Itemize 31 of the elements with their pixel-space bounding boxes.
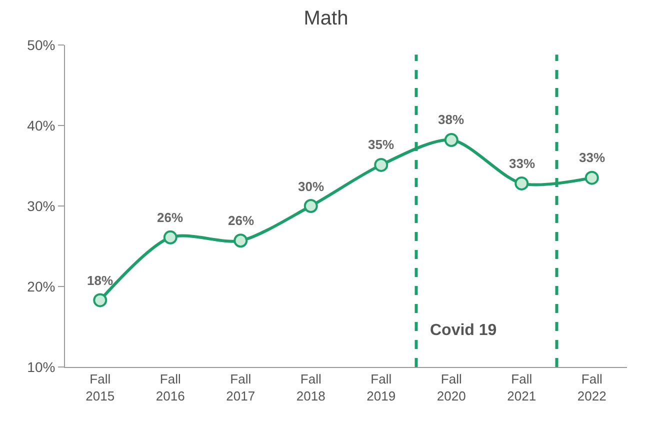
- point: [444, 132, 458, 147]
- point: [514, 176, 529, 190]
- x-tick-label: Fall 2017: [226, 372, 256, 404]
- chart-title: Math: [304, 8, 348, 30]
- x-tick-label: Fall 2018: [296, 372, 326, 404]
- data-label: 38%: [438, 112, 464, 127]
- data-label: 30%: [298, 179, 324, 194]
- data-label: 33%: [509, 156, 536, 171]
- x-tick-label: Fall 2020: [436, 372, 466, 404]
- data-label: 18%: [87, 273, 114, 288]
- point: [374, 158, 388, 172]
- x-tick-label: Fall 2021: [507, 372, 536, 404]
- data-label: 26%: [228, 213, 254, 228]
- x-tick-label: Fall 2022: [577, 372, 606, 404]
- x-tick-label: Fall 2015: [86, 372, 115, 404]
- data-label: 35%: [368, 137, 394, 152]
- x-tick-label: Fall 2016: [156, 372, 185, 404]
- y-tick-label: 40%: [27, 117, 56, 134]
- y-tick-label: 10%: [27, 358, 56, 375]
- y-tick-label: 30%: [27, 198, 56, 214]
- data-label: 26%: [157, 210, 184, 225]
- data-label: 33%: [579, 150, 606, 165]
- x-tick-label: Fall 2019: [366, 372, 396, 404]
- y-tick-label: 20%: [27, 278, 56, 294]
- point: [304, 199, 318, 213]
- y-tick-label: 50%: [27, 36, 56, 53]
- annotation: Covid 19: [430, 322, 497, 339]
- point: [584, 170, 599, 185]
- point: [93, 293, 108, 308]
- point: [234, 234, 248, 248]
- point: [163, 230, 178, 244]
